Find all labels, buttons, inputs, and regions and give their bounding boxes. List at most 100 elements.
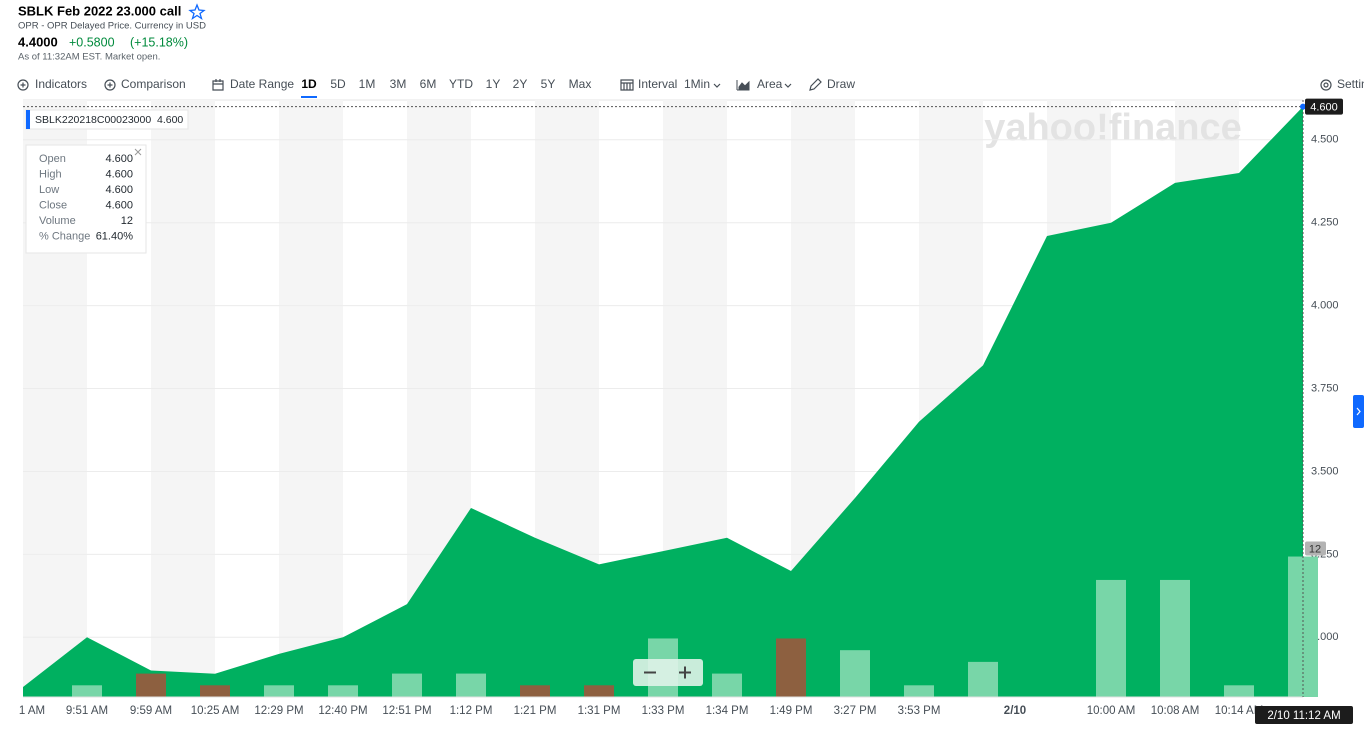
chart: yahoo!finance3.0003.2503.5003.7504.0004.… [19, 98, 1364, 724]
crosshair-volume-label: 12 [1309, 543, 1321, 555]
tooltip-close[interactable] [134, 148, 142, 156]
x-tick-label: 1:33 PM [642, 705, 685, 717]
y-tick-label: 4.000 [1311, 300, 1339, 312]
volume-bar [72, 685, 102, 697]
range-button[interactable]: 2Y [513, 77, 528, 91]
toolbar-icon [784, 83, 792, 88]
toolbar-icon [736, 80, 750, 91]
x-tick-label: 1:31 PM [578, 705, 621, 717]
crosshair-volume-box [1305, 541, 1326, 556]
x-tick-label: 1 AM [19, 705, 45, 717]
toolbar: Indicators Comparison Date Range 1D 5D 1M 3M 6M… [17, 77, 1364, 98]
tooltip-label: Open [39, 153, 66, 165]
tooltip-label: High [39, 168, 62, 180]
tooltip-label: Close [39, 199, 67, 211]
volume-bar [968, 661, 998, 697]
as-of: As of 11:32AM EST. Market open. [18, 52, 160, 63]
range-button[interactable]: 6M [420, 77, 437, 91]
toolbar-icon [1320, 79, 1332, 91]
tooltip-box [25, 144, 147, 254]
range-button[interactable]: 1Y [486, 77, 501, 91]
volume-bar [712, 673, 742, 697]
crosshair-y-box [1305, 98, 1343, 115]
volume-bar [264, 685, 294, 697]
price-change-percent: (+15.18%) [130, 35, 188, 49]
x-tick-label: 10:14 AM [1215, 705, 1264, 717]
volume-bar [392, 673, 422, 697]
time-band [279, 100, 343, 697]
side-tab-arrow [1356, 407, 1361, 416]
range-button[interactable]: 5D [330, 77, 346, 91]
toolbar-button[interactable]: Indicators [35, 77, 87, 91]
volume-bar [584, 685, 614, 697]
crosshair-y-label: 4.600 [1310, 102, 1338, 114]
tooltip-label: Volume [39, 215, 76, 227]
price: 4.4000 [18, 34, 58, 49]
time-band [151, 100, 215, 697]
toolbar-icon [620, 79, 634, 91]
crosshair-x-label: 2/10 11:12 AM [1267, 710, 1340, 722]
price-change: +0.5800 [69, 35, 115, 49]
watermark: yahoo!finance [984, 107, 1242, 149]
range-button[interactable]: 1D [301, 77, 317, 91]
price-area [23, 106, 1303, 698]
volume-bar [1224, 685, 1254, 697]
volume-bar [1160, 579, 1190, 697]
range-button[interactable]: YTD [449, 77, 473, 91]
volume-bar [1096, 579, 1126, 697]
toolbar-button[interactable]: Interval [638, 77, 677, 91]
tooltip-value: 4.600 [105, 153, 133, 165]
toolbar-button[interactable]: Settings [1337, 77, 1364, 91]
title: SBLK Feb 2022 23.000 call [18, 3, 181, 18]
x-tick-label: 1:12 PM [450, 705, 493, 717]
side-tab[interactable] [1353, 395, 1364, 428]
volume-bar [328, 685, 358, 697]
range-button[interactable]: Max [569, 77, 592, 91]
toolbar-button[interactable]: Date Range [230, 77, 294, 91]
x-tick-label: 10:25 AM [191, 705, 240, 717]
toolbar-button[interactable]: Area [757, 77, 783, 91]
x-tick-label: 10:08 AM [1151, 705, 1200, 717]
tooltip-value: 61.40% [96, 230, 134, 242]
x-tick-label: 1:49 PM [770, 705, 813, 717]
toolbar-button[interactable]: 1Min [684, 77, 710, 91]
x-tick-label: 3:53 PM [898, 705, 941, 717]
x-tick-label: 3:27 PM [834, 705, 877, 717]
tooltip-label: Low [39, 184, 59, 196]
range-button[interactable]: 1M [359, 77, 376, 91]
volume-bar [904, 685, 934, 697]
y-tick-label: 4.250 [1311, 217, 1339, 229]
day-marker: 2/10 [1004, 705, 1026, 717]
legend-value: 4.600 [157, 114, 183, 126]
crosshair-dot [1300, 103, 1306, 110]
volume-bar [840, 650, 870, 697]
crosshair-x-box [1255, 706, 1353, 724]
x-tick-label: 9:59 AM [130, 705, 172, 717]
toolbar-icon [809, 78, 822, 91]
toolbar-icon [104, 79, 116, 91]
volume-bar [456, 673, 486, 697]
x-tick-label: 9:51 AM [66, 705, 108, 717]
tooltip-value: 4.600 [105, 184, 133, 196]
zoom-in[interactable] [679, 666, 691, 679]
toolbar-button[interactable]: Draw [827, 77, 855, 91]
x-tick-label: 1:21 PM [514, 705, 557, 717]
legend-swatch [26, 110, 30, 129]
x-tick-label: 12:29 PM [254, 705, 303, 717]
volume-bar [776, 638, 806, 697]
y-tick-label: 3.750 [1311, 382, 1339, 394]
range-button[interactable]: 3M [390, 77, 407, 91]
range-button[interactable]: 5Y [541, 77, 556, 91]
x-tick-label: 10:00 AM [1087, 705, 1136, 717]
range-underline [301, 96, 317, 98]
toolbar-button[interactable]: Comparison [121, 77, 186, 91]
zoom-controls [633, 659, 703, 686]
toolbar-icon [212, 79, 224, 91]
watchlist-star[interactable] [188, 3, 206, 21]
x-tick-label: 12:40 PM [318, 705, 367, 717]
subtitle: OPR - OPR Delayed Price. Currency in USD [18, 21, 206, 32]
legend-name: SBLK220218C00023000 [35, 114, 151, 126]
tooltip-value: 4.600 [105, 199, 133, 211]
toolbar-icon [17, 79, 29, 91]
